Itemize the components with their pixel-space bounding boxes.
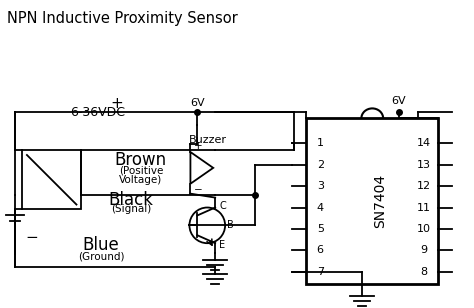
Text: 1: 1: [317, 138, 324, 148]
Text: Buzzer: Buzzer: [189, 135, 227, 145]
Text: 6-36VDC: 6-36VDC: [71, 106, 126, 119]
Text: 7: 7: [317, 267, 324, 277]
Text: 5: 5: [317, 224, 324, 234]
Text: 8: 8: [421, 267, 428, 277]
Text: −: −: [26, 230, 38, 245]
Text: C: C: [219, 201, 226, 211]
Text: 3: 3: [317, 181, 324, 191]
Text: SN7404: SN7404: [373, 174, 387, 228]
Text: −: −: [194, 185, 203, 195]
Text: 12: 12: [417, 181, 431, 191]
Bar: [306, 118, 438, 284]
Text: Blue: Blue: [83, 236, 119, 254]
Text: Brown: Brown: [115, 151, 167, 169]
Text: (Ground): (Ground): [78, 251, 125, 261]
Text: 10: 10: [417, 224, 431, 234]
Text: (Signal): (Signal): [111, 205, 151, 214]
Text: 13: 13: [417, 160, 431, 170]
Text: B: B: [227, 220, 234, 230]
Text: 2: 2: [317, 160, 324, 170]
Text: E: E: [219, 240, 225, 250]
Text: 6V: 6V: [391, 96, 406, 107]
Text: 11: 11: [417, 203, 431, 213]
Text: +: +: [111, 96, 123, 111]
Text: 9: 9: [421, 245, 428, 255]
Text: 4: 4: [317, 203, 324, 213]
Text: 14: 14: [417, 138, 431, 148]
Bar: [22, 150, 82, 209]
Text: Voltage): Voltage): [119, 175, 163, 185]
Text: +: +: [194, 141, 203, 151]
Text: 6V: 6V: [190, 99, 205, 108]
Text: Black: Black: [109, 191, 154, 209]
Text: (Positive: (Positive: [118, 166, 163, 176]
Text: NPN Inductive Proximity Sensor: NPN Inductive Proximity Sensor: [7, 11, 238, 26]
Text: 6: 6: [317, 245, 324, 255]
